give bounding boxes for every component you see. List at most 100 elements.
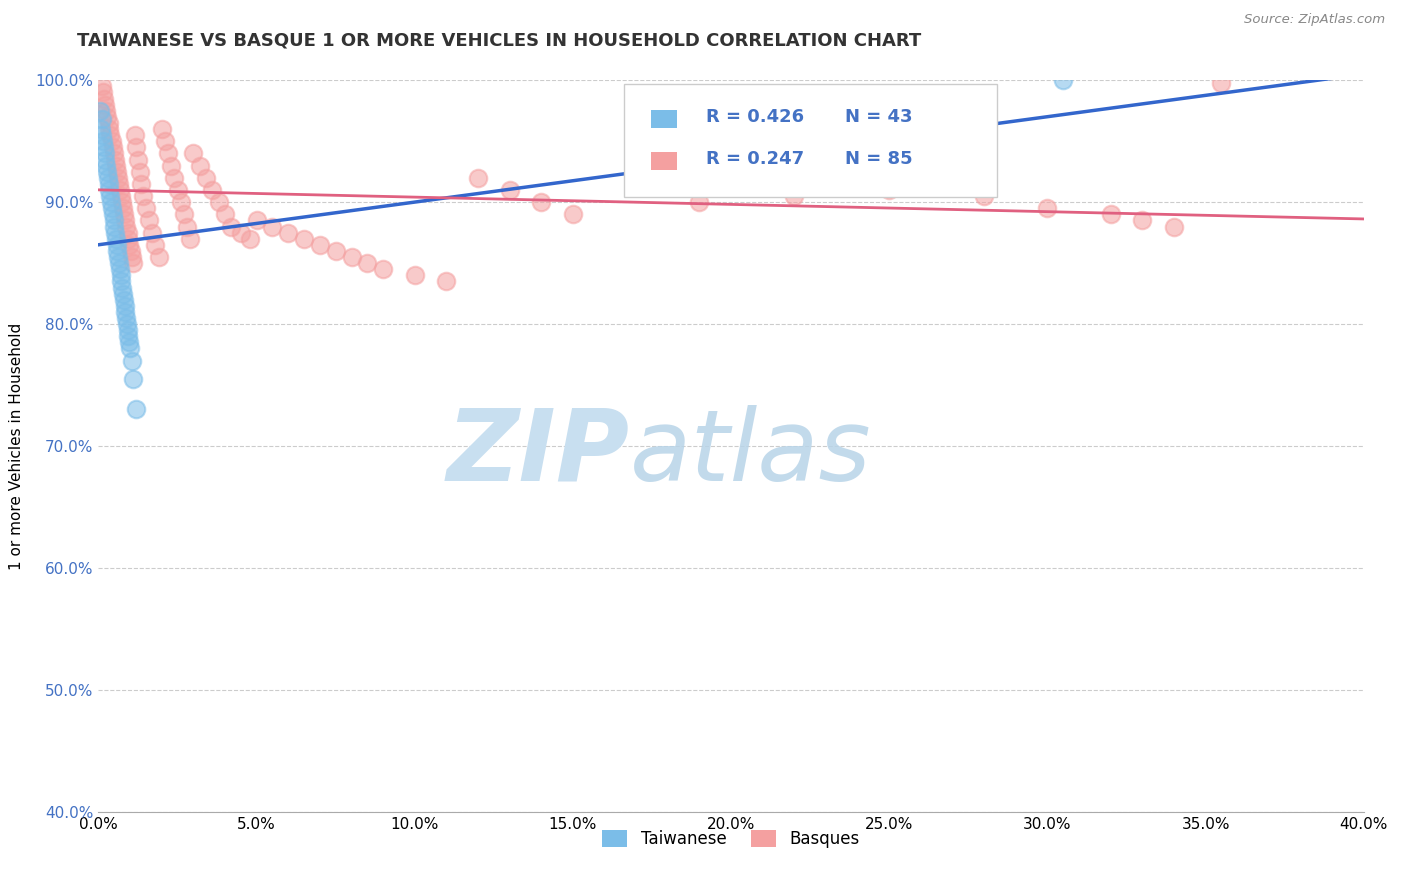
Point (97, 116, 120, 130)
Point (624, 177, 647, 191)
Point (98, 122, 121, 136)
Point (145, 237, 166, 252)
Point (91, 134, 114, 148)
Point (100, 202, 122, 216)
Point (121, 250, 143, 264)
Point (89, 103, 111, 118)
Text: R = 0.247: R = 0.247 (706, 150, 804, 168)
Point (124, 128, 146, 143)
Point (309, 237, 332, 252)
Point (214, 207, 236, 221)
Point (166, 183, 188, 197)
Point (110, 189, 132, 203)
Point (176, 219, 198, 234)
Text: N = 85: N = 85 (845, 150, 912, 168)
Point (114, 213, 136, 227)
Point (104, 159, 127, 173)
Point (262, 219, 284, 234)
Point (783, 189, 806, 203)
Point (530, 195, 553, 210)
Point (111, 280, 134, 294)
Point (104, 153, 127, 167)
Point (141, 226, 163, 240)
Point (114, 305, 136, 319)
Point (877, 183, 901, 197)
Point (93, 146, 117, 161)
Point (128, 164, 150, 178)
Point (973, 189, 995, 203)
Point (100, 189, 122, 203)
Point (107, 250, 129, 264)
Point (110, 268, 132, 283)
Point (105, 164, 128, 178)
Point (104, 226, 127, 240)
Point (138, 213, 160, 227)
Point (108, 183, 131, 197)
Point (561, 207, 585, 221)
Point (112, 293, 135, 307)
Point (194, 170, 218, 185)
Point (107, 244, 129, 258)
Text: TAIWANESE VS BASQUE 1 OR MORE VEHICLES IN HOUSEHOLD CORRELATION CHART: TAIWANESE VS BASQUE 1 OR MORE VEHICLES I… (77, 31, 921, 49)
Point (100, 134, 122, 148)
Point (201, 183, 224, 197)
Point (104, 232, 127, 246)
Point (340, 250, 363, 264)
Point (208, 195, 231, 210)
Text: N = 43: N = 43 (845, 108, 912, 126)
Legend: Taiwanese, Basques: Taiwanese, Basques (596, 823, 866, 855)
Point (122, 256, 145, 270)
Point (292, 232, 315, 246)
Point (1099, 207, 1122, 221)
Point (101, 207, 124, 221)
Point (277, 226, 299, 240)
Point (188, 159, 211, 173)
Point (169, 195, 191, 210)
Point (108, 262, 131, 277)
Point (105, 237, 128, 252)
Point (93, 91, 115, 105)
Point (1211, 76, 1233, 90)
Point (129, 177, 152, 191)
Point (118, 237, 141, 252)
Point (90, 128, 112, 143)
Point (114, 299, 136, 313)
Point (103, 213, 125, 227)
Point (1036, 202, 1059, 216)
Point (112, 202, 135, 216)
Point (112, 286, 135, 301)
Point (179, 232, 201, 246)
Point (93, 140, 115, 154)
Point (157, 146, 180, 161)
FancyBboxPatch shape (651, 152, 676, 169)
Point (111, 195, 134, 210)
Point (100, 128, 122, 143)
Point (118, 335, 141, 350)
Point (110, 275, 132, 289)
Point (121, 353, 143, 368)
Point (436, 275, 458, 289)
Text: R = 0.426: R = 0.426 (706, 108, 804, 126)
Point (120, 342, 141, 356)
Point (122, 372, 145, 386)
Point (117, 232, 139, 246)
Point (103, 146, 125, 161)
Point (91, 112, 114, 127)
FancyBboxPatch shape (651, 110, 676, 128)
Point (100, 195, 122, 210)
Point (135, 202, 157, 216)
FancyBboxPatch shape (623, 84, 997, 197)
Point (173, 207, 195, 221)
Point (94, 153, 117, 167)
Point (90, 79, 112, 94)
Point (1130, 213, 1153, 227)
Point (107, 170, 129, 185)
Point (219, 219, 243, 234)
Point (125, 402, 148, 417)
Point (148, 250, 170, 264)
Point (117, 329, 139, 343)
Point (229, 226, 252, 240)
Point (239, 232, 262, 246)
Point (132, 189, 155, 203)
Point (153, 134, 176, 148)
